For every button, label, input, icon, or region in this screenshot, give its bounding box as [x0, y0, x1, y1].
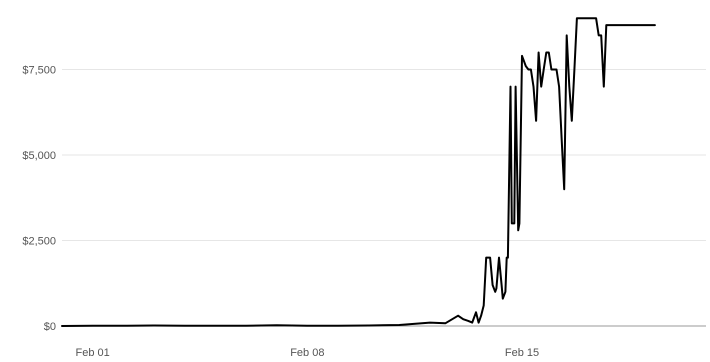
- y-axis-tick-labels: $0 $2,500 $5,000 $7,500: [22, 65, 56, 333]
- x-axis-tick-labels: Feb 01 Feb 08 Feb 15: [76, 347, 540, 359]
- x-tick-label: Feb 15: [505, 347, 539, 359]
- series-line: [61, 17, 656, 327]
- y-tick-label: $7,500: [22, 65, 56, 77]
- y-tick-label: $0: [44, 321, 56, 333]
- gridlines: [62, 69, 706, 327]
- x-tick-label: Feb 01: [76, 347, 110, 359]
- y-tick-label: $2,500: [22, 236, 56, 248]
- y-tick-label: $5,000: [22, 150, 56, 162]
- series-layer: [61, 17, 656, 327]
- x-tick-label: Feb 08: [290, 347, 324, 359]
